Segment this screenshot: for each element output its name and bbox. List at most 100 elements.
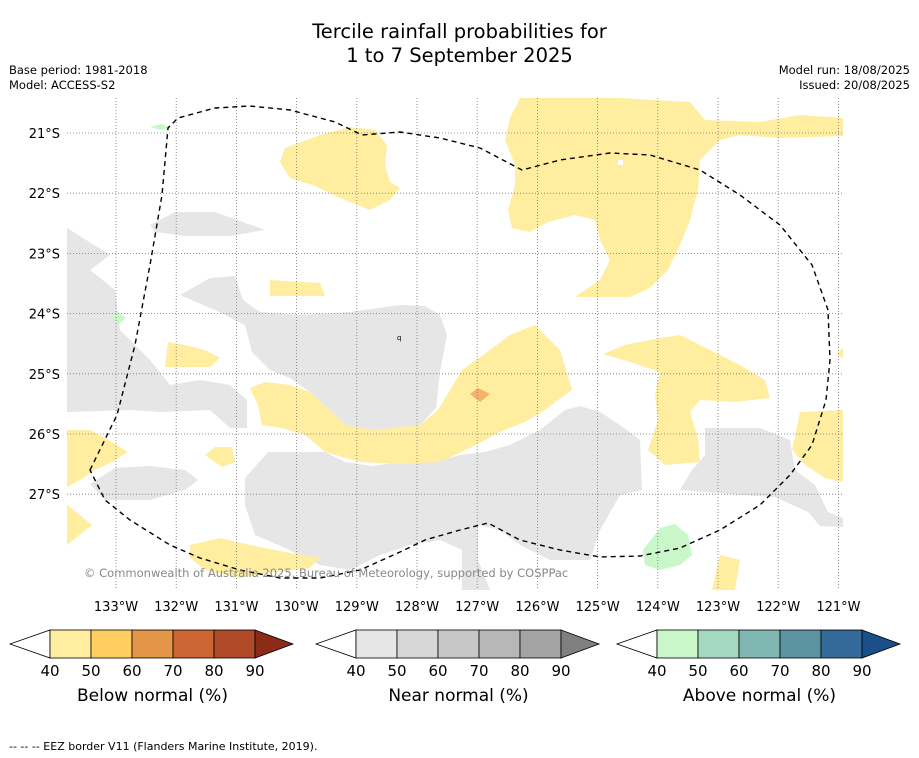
latitude-label: 23°S (29, 247, 60, 262)
colorbar-segment (437, 629, 480, 659)
longitude-label: 123°W (696, 600, 740, 615)
colorbar-tick-label: 50 (81, 662, 100, 680)
colorbar-segment (697, 629, 740, 659)
below-normal-60-region (470, 388, 490, 402)
colorbar-segment (396, 629, 439, 659)
colorbar-lower-extend (8, 629, 51, 659)
below-normal-region (67, 430, 128, 487)
colorbar-segment (49, 629, 92, 659)
colorbar-tick-label: 80 (204, 662, 223, 680)
map-title: Tercile rainfall probabilities for 1 to … (0, 20, 919, 68)
colorbar-upper-extend (560, 629, 601, 659)
longitude-label: 133°W (94, 600, 138, 615)
below-normal-region (250, 325, 572, 464)
meta-right: Model run: 18/08/2025 Issued: 20/08/2025 (779, 63, 910, 93)
colorbar-segment (779, 629, 822, 659)
near-normal-legend-title: Near normal (%) (388, 686, 529, 706)
colorbar-segment (738, 629, 781, 659)
latitude-label: 25°S (29, 368, 60, 383)
near-normal-region (180, 276, 447, 430)
longitude-label: 126°W (515, 600, 559, 615)
colorbar-legends: 40 50 60 70 80 90 40 50 60 70 80 90 40 50 60 70 80 90 (8, 629, 902, 680)
longitude-label: 127°W (455, 600, 499, 615)
colorbar-tick-label: 60 (122, 662, 141, 680)
below-normal-region (603, 335, 770, 465)
colorbar-tick-label: 40 (346, 662, 365, 680)
below-normal-region (505, 98, 843, 297)
near-normal-region (67, 228, 247, 428)
near-normal-region (150, 212, 265, 236)
colorbar-tick-label: 40 (647, 662, 666, 680)
below-normal-region (792, 410, 843, 482)
colorbar-tick-label: 90 (852, 662, 871, 680)
below-normal-region (280, 127, 400, 210)
latitude-labels: 21°S 22°S 23°S 24°S 25°S 26°S 27°S (29, 127, 60, 503)
colorbar-segment (478, 629, 521, 659)
above-normal-legend-title: Above normal (%) (682, 686, 837, 706)
near-normal-regions (67, 212, 843, 590)
base-period-text: Base period: 1981-2018 (9, 63, 148, 77)
colorbar-tick-label: 80 (811, 662, 830, 680)
near-normal-region (680, 428, 843, 527)
below-normal-legend-title: Below normal (%) (77, 686, 228, 706)
below-normal-region (165, 342, 220, 367)
colorbar-segment (820, 629, 863, 659)
longitude-label: 121°W (816, 600, 860, 615)
longitude-label: 131°W (214, 600, 258, 615)
colorbar-segment (131, 629, 174, 659)
colorbar-segment (213, 629, 256, 659)
longitude-label: 128°W (395, 600, 439, 615)
colorbar-tick-label: 70 (469, 662, 488, 680)
longitude-labels: 133°W 132°W 131°W 130°W 129°W 128°W 127°W 126°W… (94, 600, 861, 615)
title-line-2: 1 to 7 September 2025 (346, 44, 573, 67)
meta-left: Base period: 1981-2018 Model: ACCESS-S2 (9, 63, 148, 93)
below-normal-region (205, 447, 235, 467)
model-run-text: Model run: 18/08/2025 (778, 63, 910, 77)
latitude-label: 24°S (29, 308, 60, 323)
longitude-label: 130°W (275, 600, 319, 615)
colorbar-tick-label: 60 (428, 662, 447, 680)
copyright-text: © Commonwealth of Australia 2025, Bureau… (84, 566, 569, 580)
below-normal-region (270, 280, 325, 296)
model-text: Model: ACCESS-S2 (9, 78, 116, 92)
eez-footnote: -- -- -- EEZ border V11 (Flanders Marine… (9, 740, 318, 753)
colorbar-lower-extend (615, 629, 658, 659)
above-normal-regions (110, 124, 692, 570)
map-speck: q (397, 334, 401, 342)
colorbar-segment (90, 629, 133, 659)
near-normal-region (245, 406, 642, 590)
map-speck (618, 160, 623, 165)
gridlines (67, 98, 843, 590)
colorbar-tick-label: 50 (387, 662, 406, 680)
above-normal-region (110, 312, 126, 325)
title-line-1: Tercile rainfall probabilities for (312, 20, 607, 43)
colorbar-segment (172, 629, 215, 659)
colorbar-upper-extend (254, 629, 295, 659)
below-normal-region (836, 348, 843, 358)
issued-text: Issued: 20/08/2025 (799, 78, 910, 92)
near-normal-region (90, 466, 198, 500)
longitude-label: 124°W (636, 600, 680, 615)
below-normal-region (190, 538, 320, 578)
colorbar-lower-extend (314, 629, 357, 659)
below-normal-region (712, 555, 740, 590)
colorbar-tick-label: 70 (770, 662, 789, 680)
below-normal-regions (67, 98, 843, 590)
colorbar-segment (656, 629, 699, 659)
longitude-label: 122°W (756, 600, 800, 615)
colorbar-segment (355, 629, 398, 659)
longitude-label: 125°W (576, 600, 620, 615)
above-normal-region (643, 524, 692, 570)
latitude-label: 21°S (29, 127, 60, 142)
colorbar-tick-label: 50 (688, 662, 707, 680)
latitude-label: 27°S (29, 488, 60, 503)
colorbar-upper-extend (861, 629, 902, 659)
colorbar-tick-label: 90 (245, 662, 264, 680)
latitude-label: 26°S (29, 428, 60, 443)
colorbar-tick-label: 70 (163, 662, 182, 680)
below-normal-region (67, 505, 92, 545)
colorbar-segment (519, 629, 562, 659)
latitude-label: 22°S (29, 187, 60, 202)
eez-border-line (89, 105, 831, 579)
